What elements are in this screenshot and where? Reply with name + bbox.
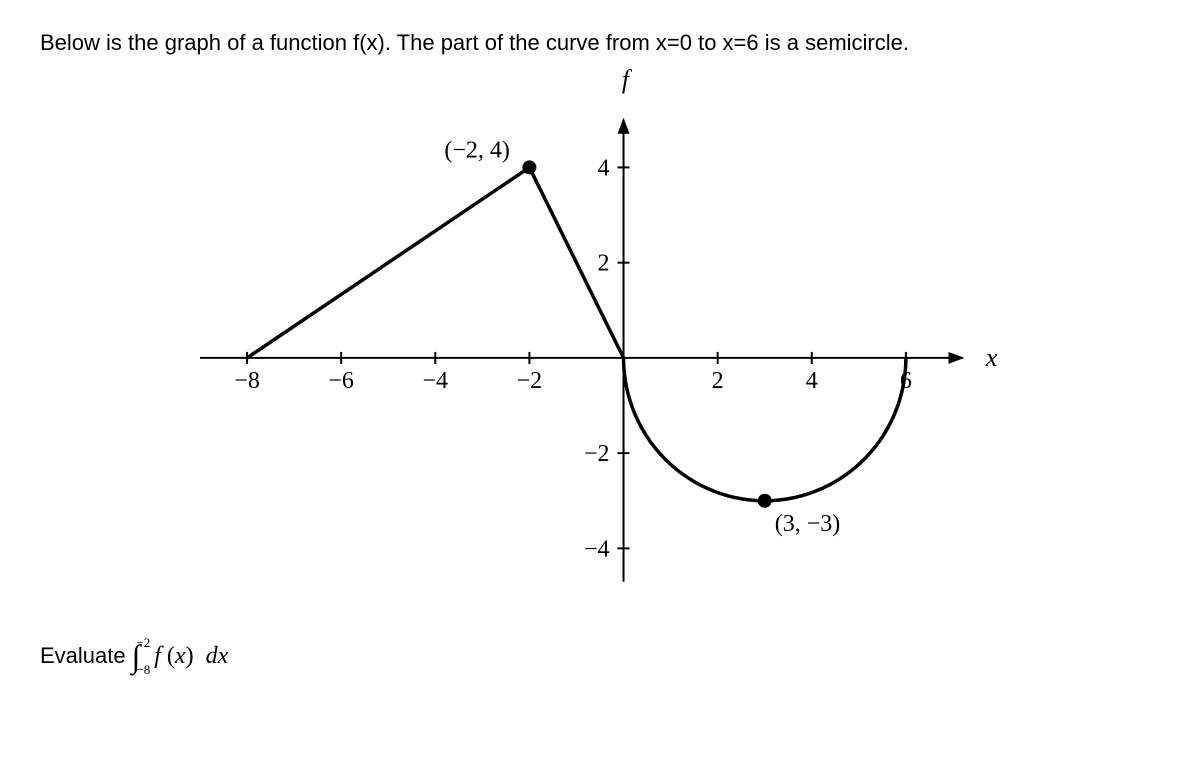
svg-text:x: x <box>985 343 998 372</box>
integral-expression: ∫ −2 −8 f (x) dx <box>132 636 229 676</box>
evaluate-label: Evaluate <box>40 643 126 669</box>
svg-text:−6: −6 <box>328 368 354 394</box>
svg-text:−8: −8 <box>234 368 260 394</box>
function-graph: −8−6−4−2246−4−224xf(−2, 4)(3, −3) <box>200 96 1000 596</box>
problem-statement: Below is the graph of a function f(x). T… <box>40 30 1160 56</box>
svg-text:(−2, 4): (−2, 4) <box>444 137 510 163</box>
svg-text:−4: −4 <box>584 536 610 562</box>
svg-text:f: f <box>622 65 633 94</box>
svg-text:4: 4 <box>806 368 818 394</box>
integral-sign: ∫ <box>132 638 141 675</box>
svg-text:(3, −3): (3, −3) <box>775 511 841 537</box>
evaluate-prompt: Evaluate ∫ −2 −8 f (x) dx <box>40 636 1160 676</box>
svg-text:−2: −2 <box>517 368 543 394</box>
svg-text:−4: −4 <box>423 368 449 394</box>
svg-text:2: 2 <box>712 368 724 394</box>
svg-text:4: 4 <box>598 155 610 181</box>
svg-text:−2: −2 <box>584 441 610 467</box>
integral-integrand: f (x) dx <box>154 643 228 670</box>
svg-text:2: 2 <box>598 251 610 277</box>
graph-container: −8−6−4−2246−4−224xf(−2, 4)(3, −3) <box>40 96 1160 596</box>
